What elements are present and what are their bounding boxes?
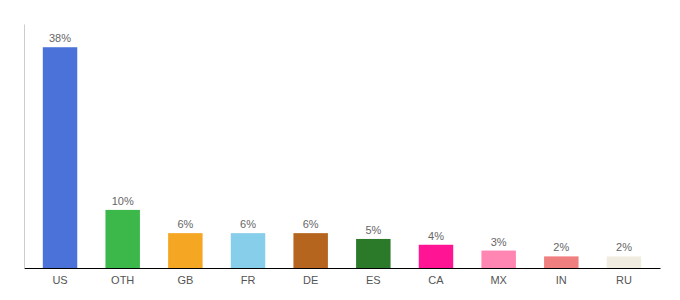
x-tick-label: RU: [616, 274, 632, 286]
x-tick-label: MX: [490, 274, 507, 286]
bar: [293, 233, 327, 268]
data-labels: 38% 10% 6% 6% 6% 5% 4% 3% 2% 2%: [49, 32, 632, 253]
bar: [481, 251, 515, 268]
x-axis: US OTH GB FR DE ES CA MX IN RU: [25, 268, 661, 286]
x-tick: MX: [490, 268, 507, 286]
data-label: 3%: [491, 236, 507, 248]
x-tick-label: IN: [556, 274, 567, 286]
data-label: 38%: [49, 32, 71, 44]
plot: 38% 10% 6% 6% 6% 5% 4% 3% 2% 2% US OTH GB FR DE ES CA MX I…: [25, 25, 661, 286]
x-tick: ES: [366, 268, 381, 286]
bars: [43, 47, 641, 268]
data-label: 10%: [112, 195, 134, 207]
data-label: 4%: [428, 230, 444, 242]
x-tick: US: [52, 268, 67, 286]
x-tick: DE: [303, 268, 318, 286]
x-tick: GB: [177, 268, 193, 286]
x-tick-label: ES: [366, 274, 381, 286]
x-tick-label: CA: [428, 274, 444, 286]
bar: [419, 245, 453, 268]
y-axis: [24, 25, 25, 269]
bar: [544, 256, 578, 268]
y-axis-line: [24, 25, 25, 269]
x-tick-label: FR: [241, 274, 256, 286]
x-tick: CA: [428, 268, 444, 286]
bar: [607, 256, 641, 268]
x-tick: RU: [616, 268, 632, 286]
bar: [231, 233, 265, 268]
bar: [168, 233, 202, 268]
x-tick-label: GB: [177, 274, 193, 286]
data-label: 6%: [177, 218, 193, 230]
bar: [43, 47, 77, 268]
bar: [356, 239, 390, 268]
data-label: 5%: [365, 224, 381, 236]
data-label: 2%: [553, 241, 569, 253]
data-label: 2%: [616, 241, 632, 253]
x-tick: FR: [241, 268, 256, 286]
chart: 38% 10% 6% 6% 6% 5% 4% 3% 2% 2% US OTH GB FR DE ES CA MX I…: [0, 0, 680, 300]
x-tick: IN: [556, 268, 567, 286]
x-tick: OTH: [111, 268, 134, 286]
x-tick-label: OTH: [111, 274, 134, 286]
x-tick-label: US: [52, 274, 67, 286]
x-tick-label: DE: [303, 274, 318, 286]
data-label: 6%: [240, 218, 256, 230]
x-axis-line: [25, 268, 661, 269]
bar: [105, 210, 139, 268]
data-label: 6%: [303, 218, 319, 230]
